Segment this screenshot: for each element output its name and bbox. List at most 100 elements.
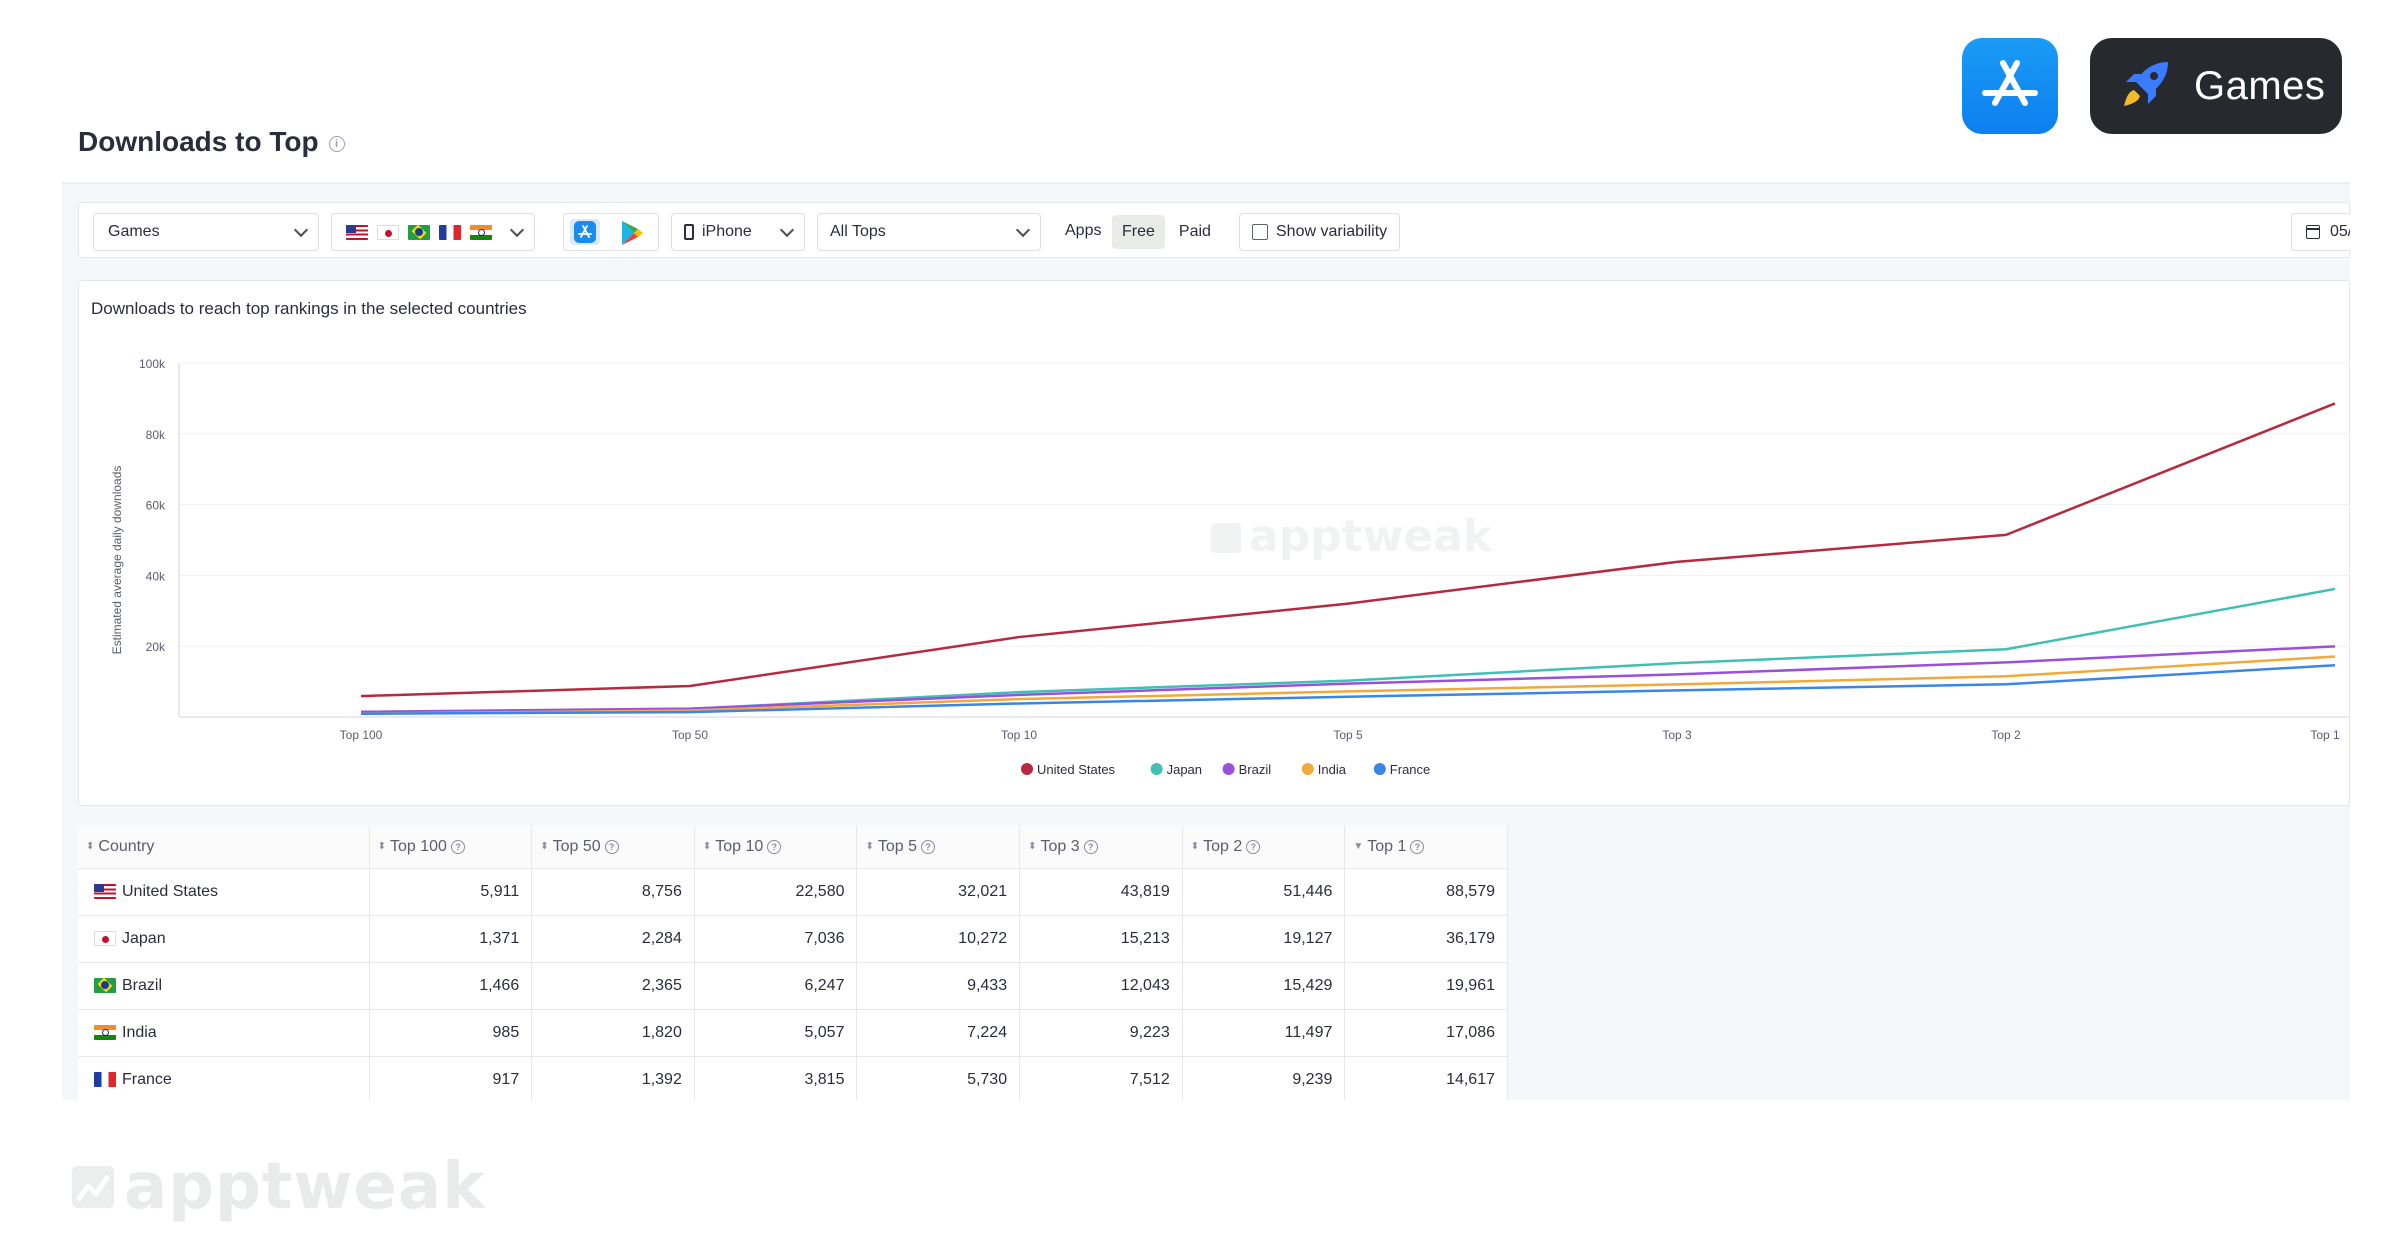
page-title: Downloads to Top xyxy=(78,126,319,157)
help-icon[interactable]: ? xyxy=(450,839,465,854)
table-row: India 985 1,820 5,057 7,224 9,223 11,497 17,086 xyxy=(78,1009,1508,1057)
series-line-brazil xyxy=(360,645,2336,714)
chevron-down-icon xyxy=(1015,222,1031,238)
category-select[interactable]: Games xyxy=(93,213,319,251)
jp-flag-icon xyxy=(94,930,116,946)
watermark-logo-icon xyxy=(1211,523,1241,553)
value-cell: 1,466 xyxy=(369,962,533,1010)
help-icon[interactable]: ? xyxy=(1083,839,1098,854)
watermark-text: apptweak xyxy=(124,1150,486,1224)
value-cell: 14,617 xyxy=(1344,1056,1508,1100)
x-tick-label: Top 5 xyxy=(1333,728,1363,742)
sort-icon: ⬍ xyxy=(377,841,386,853)
value-cell: 7,224 xyxy=(856,1009,1021,1057)
legend-marker xyxy=(1301,763,1314,775)
help-icon[interactable]: ? xyxy=(921,839,936,854)
x-tick-label: Top 10 xyxy=(1001,728,1037,742)
downloads-table: ⬍ Country ⬍ Top 100? ⬍ Top 50? ⬍ Top 10? ⬍ Top 5?… xyxy=(78,826,1508,1100)
value-cell: 2,284 xyxy=(531,915,695,963)
value-cell: 11,497 xyxy=(1182,1009,1346,1057)
app-store-small-icon xyxy=(574,221,596,243)
country-cell: Brazil xyxy=(78,962,370,1010)
in-flag-icon xyxy=(94,1024,116,1040)
value-cell: 2,365 xyxy=(531,962,695,1010)
store-toggle xyxy=(563,213,659,251)
sort-icon: ⬍ xyxy=(1190,841,1200,853)
tops-select-value: All Tops xyxy=(830,223,886,240)
legend-marker xyxy=(1373,763,1386,775)
column-header-top-1[interactable]: ▼ Top 1? xyxy=(1344,826,1508,869)
legend-label: United States xyxy=(1037,762,1116,777)
downloads-panel: Games xyxy=(62,182,2350,1100)
fr-flag-icon xyxy=(439,224,461,240)
column-header-label: Top 5 xyxy=(877,837,918,855)
x-tick-label: Top 50 xyxy=(672,728,708,742)
value-cell: 22,580 xyxy=(694,868,858,916)
value-cell: 51,446 xyxy=(1182,868,1346,916)
column-header-label: Top 10 xyxy=(715,837,764,855)
y-tick-label: 100k xyxy=(139,357,166,371)
value-cell: 12,043 xyxy=(1019,962,1183,1010)
x-tick-label: Top 3 xyxy=(1662,728,1692,742)
help-icon[interactable]: ? xyxy=(1246,839,1261,854)
games-badge: Games xyxy=(2090,38,2342,134)
y-axis-label: Estimated average daily downloads xyxy=(110,466,124,655)
help-icon[interactable]: ? xyxy=(604,839,619,854)
watermark-text: apptweak xyxy=(1249,511,1494,562)
rocket-icon xyxy=(2120,58,2172,115)
info-icon[interactable]: i xyxy=(328,136,345,152)
column-header-top-2[interactable]: ⬍ Top 2? xyxy=(1182,826,1346,869)
y-tick-label: 60k xyxy=(146,499,166,513)
tops-select[interactable]: All Tops xyxy=(817,213,1041,251)
app-store-icon xyxy=(1962,38,2058,134)
paid-toggle[interactable]: Paid xyxy=(1178,223,1211,240)
column-header-top-100[interactable]: ⬍ Top 100? xyxy=(369,826,533,869)
country-select[interactable] xyxy=(331,213,535,251)
show-variability-checkbox[interactable] xyxy=(1252,224,1268,240)
br-flag-icon xyxy=(94,977,116,993)
legend-label: India xyxy=(1318,762,1347,777)
free-toggle[interactable]: Free xyxy=(1112,215,1165,249)
table-row: United States 5,911 8,756 22,580 32,021 43,81… xyxy=(78,868,1508,916)
value-cell: 7,512 xyxy=(1019,1056,1183,1100)
column-header-top-5[interactable]: ⬍ Top 5? xyxy=(856,826,1021,869)
jp-flag-icon xyxy=(377,224,399,240)
sort-icon: ⬍ xyxy=(865,841,874,853)
x-tick-label: Top 1 xyxy=(2310,728,2340,742)
value-cell: 6,247 xyxy=(694,962,858,1010)
legend-label: Japan xyxy=(1167,762,1202,777)
legend-label: France xyxy=(1390,762,1430,777)
country-name: United States xyxy=(122,882,219,900)
value-cell: 917 xyxy=(369,1056,533,1100)
value-cell: 19,961 xyxy=(1344,962,1508,1010)
show-variability-control[interactable]: Show variability xyxy=(1239,213,1401,251)
value-cell: 3,815 xyxy=(694,1056,858,1100)
column-header-top-3[interactable]: ⬍ Top 3? xyxy=(1019,826,1183,869)
app-store-toggle[interactable] xyxy=(570,219,600,245)
country-cell: United States xyxy=(78,868,370,916)
column-header-top-10[interactable]: ⬍ Top 10? xyxy=(694,826,858,869)
help-icon[interactable]: ? xyxy=(1410,839,1425,854)
google-play-icon[interactable] xyxy=(620,220,644,251)
value-cell: 7,036 xyxy=(694,915,858,963)
chart-card: Downloads to reach top rankings in the s… xyxy=(78,280,2350,806)
help-icon[interactable]: ? xyxy=(767,839,782,854)
us-flag-icon xyxy=(346,224,368,240)
series-line-france xyxy=(360,664,2336,716)
column-header-country[interactable]: ⬍ Country xyxy=(78,826,370,869)
chevron-down-icon xyxy=(293,222,309,238)
x-tick-label: Top 100 xyxy=(340,728,383,742)
value-cell: 19,127 xyxy=(1182,915,1346,963)
date-picker[interactable]: 05/12/202 xyxy=(2291,213,2350,251)
fr-flag-icon xyxy=(94,1071,116,1087)
country-name: India xyxy=(122,1023,157,1041)
filter-toolbar: Games xyxy=(78,202,2350,258)
sort-icon: ⬍ xyxy=(540,841,549,853)
chevron-down-icon xyxy=(779,222,795,238)
value-cell: 32,021 xyxy=(856,868,1021,916)
column-header-top-50[interactable]: ⬍ Top 50? xyxy=(531,826,695,869)
legend-label: Brazil xyxy=(1239,762,1272,777)
device-select[interactable]: iPhone xyxy=(671,213,805,251)
value-cell: 15,213 xyxy=(1019,915,1183,963)
value-cell: 88,579 xyxy=(1344,868,1508,916)
